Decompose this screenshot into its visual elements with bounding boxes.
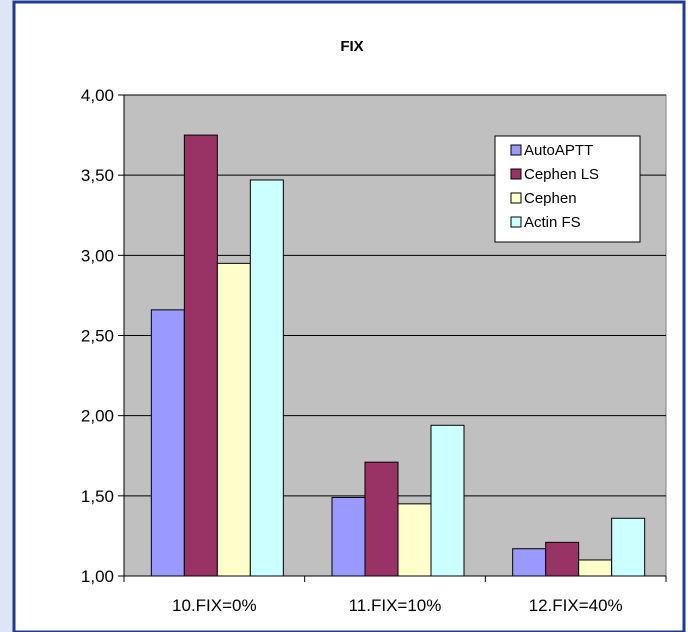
bar-cephen-ls — [545, 541, 580, 577]
chart-title: FIX — [340, 38, 363, 55]
bar-autoaptt — [331, 496, 366, 577]
legend: AutoAPTT Cephen LS Cephen Actin FS — [494, 135, 641, 243]
bar-actin-fs — [430, 424, 465, 577]
legend-swatch — [510, 144, 522, 156]
y-tick-label: 1,00 — [81, 567, 114, 586]
bar-cephen-ls — [364, 461, 399, 577]
legend-swatch — [510, 216, 522, 228]
legend-label: Actin FS — [524, 214, 581, 231]
bar-cephen — [578, 559, 613, 577]
y-axis-ticks: 1,00 1,50 2,00 2,50 3,00 3,50 4,00 — [81, 86, 124, 586]
y-tick-label: 1,50 — [81, 487, 114, 506]
y-tick-label: 3,00 — [81, 246, 114, 265]
legend-swatch — [510, 192, 522, 204]
x-axis-ticks: 10.FIX=0% 11.FIX=10% 12.FIX=40% — [123, 576, 667, 615]
x-tick-label: 12.FIX=40% — [529, 596, 623, 615]
bar-autoaptt — [150, 309, 185, 577]
legend-label: AutoAPTT — [524, 142, 593, 159]
y-tick-label: 3,50 — [81, 166, 114, 185]
x-tick-label: 10.FIX=0% — [172, 596, 257, 615]
x-tick-label: 11.FIX=10% — [349, 596, 442, 615]
bar-autoaptt — [512, 548, 547, 577]
bar-cephen — [397, 503, 432, 577]
bar-actin-fs — [611, 517, 646, 577]
side-panel — [0, 0, 14, 632]
bar-actin-fs — [249, 179, 284, 577]
y-tick-label: 4,00 — [81, 86, 114, 105]
bar-cephen-ls — [183, 134, 218, 577]
y-tick-label: 2,00 — [81, 407, 114, 426]
legend-label: Cephen — [524, 190, 577, 207]
legend-swatch — [510, 168, 522, 180]
bar-cephen — [216, 262, 251, 577]
y-tick-label: 2,50 — [81, 327, 114, 346]
legend-label: Cephen LS — [524, 166, 599, 183]
